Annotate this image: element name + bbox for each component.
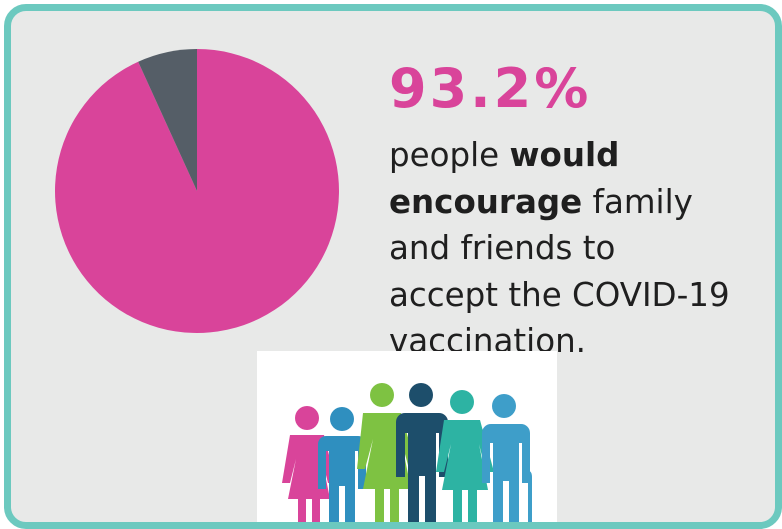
person-teal-icon bbox=[436, 390, 494, 522]
desc-line-3: and friends to bbox=[389, 229, 616, 267]
pie-chart bbox=[55, 49, 339, 333]
infographic-card: 93.2% people would encourage family and fr… bbox=[4, 4, 782, 529]
person-pink-icon bbox=[282, 406, 336, 522]
person-navy-icon bbox=[396, 383, 448, 522]
desc-bold-encourage: encourage bbox=[389, 182, 583, 221]
pie-chart-svg bbox=[55, 49, 339, 333]
pie-slice-1 bbox=[138, 49, 197, 191]
headline-description: people would encourage family and friends … bbox=[389, 132, 769, 365]
desc-text-2: family bbox=[582, 182, 693, 221]
desc-text-1: people bbox=[389, 136, 510, 174]
headline-stat: 93.2% bbox=[389, 57, 592, 120]
desc-bold-would: would bbox=[509, 136, 620, 174]
person-blue-icon bbox=[318, 407, 366, 522]
person-lightblue-icon bbox=[482, 394, 532, 522]
group-of-people-icon bbox=[257, 351, 557, 522]
desc-line-4: accept the COVID-19 bbox=[389, 275, 730, 314]
